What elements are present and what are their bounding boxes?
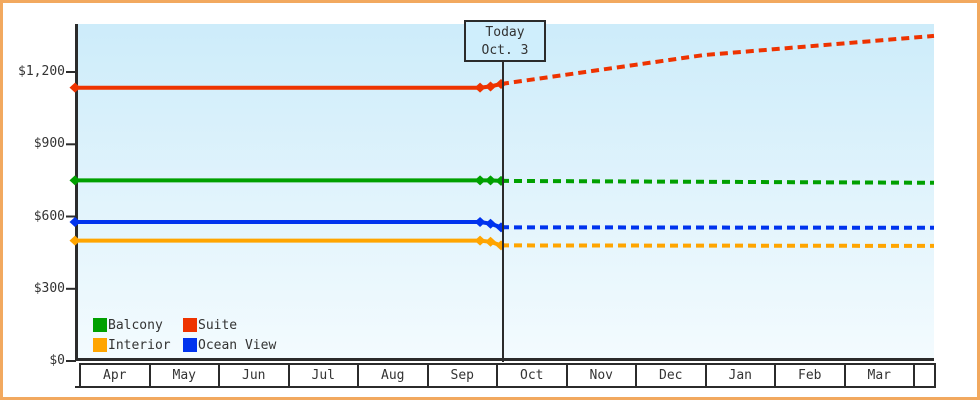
month-label-apr: Apr [79, 363, 151, 388]
month-label-oct: Oct [496, 363, 568, 388]
legend-item-ocean-view: Ocean View [183, 335, 276, 355]
today-marker-line [502, 61, 504, 362]
legend-label: Suite [198, 317, 238, 333]
today-label-line1: Today [485, 25, 525, 40]
month-label-jan: Jan [704, 363, 776, 388]
y-axis-tick-label: $900 [33, 136, 65, 152]
y-axis-tick-label: $1,200 [18, 64, 65, 79]
legend-item-balcony: Balcony [93, 315, 183, 335]
month-label-sep: Sep [426, 363, 498, 388]
month-label-feb: Feb [774, 363, 846, 388]
month-label-mar: Mar [843, 363, 915, 388]
month-label-jun: Jun [218, 363, 290, 388]
legend-swatch-suite [183, 318, 197, 332]
legend-label: Ocean View [198, 337, 277, 353]
legend-swatch-balcony [93, 318, 107, 332]
legend-label: Interior [108, 337, 171, 353]
today-label-line2: Oct. 3 [481, 43, 529, 58]
legend-swatch-ocean-view [183, 338, 197, 352]
month-label-dec: Dec [635, 363, 707, 388]
legend-item-suite: Suite [183, 315, 276, 335]
today-label-box: Today Oct. 3 [464, 20, 546, 62]
month-label-may: May [148, 363, 220, 388]
y-axis-tick-label: $0 [49, 353, 65, 368]
legend: Balcony Suite Interior Ocean View [93, 315, 276, 355]
y-axis-tick-label: $600 [33, 208, 65, 224]
y-axis-tick-label: $300 [33, 280, 65, 296]
legend-swatch-interior [93, 338, 107, 352]
month-label-nov: Nov [565, 363, 637, 388]
month-cell-partial [913, 363, 936, 388]
legend-item-interior: Interior [93, 335, 183, 355]
month-label-jul: Jul [287, 363, 359, 388]
plot-area [75, 24, 934, 361]
month-label-aug: Aug [357, 363, 429, 388]
legend-label: Balcony [108, 317, 163, 333]
x-axis-stub [75, 386, 82, 388]
